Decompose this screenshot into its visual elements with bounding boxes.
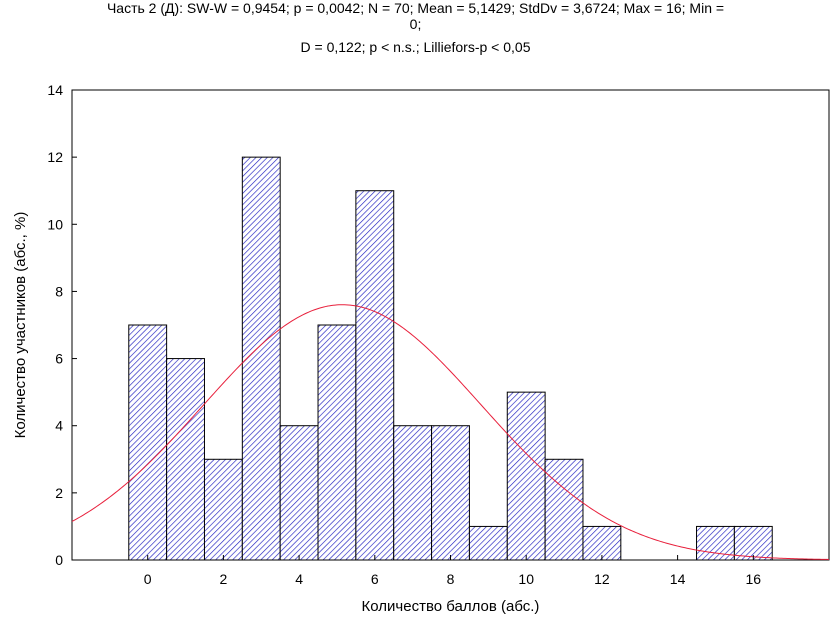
x-tick-label-4: 4 [295, 571, 303, 587]
bar-12 [582, 525, 622, 561]
chart-title-line1-wrap: 0; [409, 16, 422, 32]
x-tick-label-10: 10 [518, 571, 534, 587]
y-tick-label-0: 0 [55, 552, 63, 568]
y-tick-label-14: 14 [47, 82, 63, 98]
bar-1 [166, 358, 205, 561]
ticks-layer: 0 2 4 6 8 10 12 14 16 0 2 4 6 8 10 12 14 [47, 82, 761, 587]
chart-title-line1-text: Часть 2 (Д): SW-W = 0,9454; p = 0,0042; … [106, 0, 725, 16]
bar-6 [355, 190, 395, 561]
y-axis-label: Количество участников (абс., %) [12, 212, 29, 439]
y-tick-label-6: 6 [55, 351, 63, 367]
bar-8 [431, 425, 470, 561]
normal-fit-curve [71, 304, 830, 560]
bar-2 [203, 458, 243, 561]
bar-7 [393, 425, 433, 561]
x-tick-label-8: 8 [447, 571, 455, 587]
x-tick-label-6: 6 [371, 571, 379, 587]
bar-9 [468, 525, 508, 561]
bar-0 [128, 324, 168, 561]
chart-subtitle: D = 0,122; p < n.s.; Lilliefors-p < 0,05 [300, 39, 531, 55]
bar-10 [506, 391, 546, 561]
y-tick-label-4: 4 [55, 418, 63, 434]
bar-11 [544, 458, 584, 561]
x-tick-label-14: 14 [670, 571, 686, 587]
bar-5 [317, 324, 357, 561]
y-tick-label-10: 10 [47, 216, 63, 232]
chart-title-line1: Часть 2 (Д): SW-W = 0,9454; p = 0,0042; … [0, 0, 831, 32]
bar-4 [279, 425, 319, 561]
x-axis-label: Количество баллов (абс.) [362, 598, 540, 615]
x-tick-label-0: 0 [144, 571, 152, 587]
y-tick-label-2: 2 [55, 485, 63, 501]
bars-layer [128, 156, 773, 561]
x-tick-label-2: 2 [220, 571, 228, 587]
y-tick-label-12: 12 [47, 149, 63, 165]
y-tick-label-8: 8 [55, 283, 63, 299]
bar-3 [241, 156, 281, 561]
x-tick-label-16: 16 [746, 571, 762, 587]
x-tick-label-12: 12 [594, 571, 610, 587]
bar-16 [733, 525, 773, 561]
